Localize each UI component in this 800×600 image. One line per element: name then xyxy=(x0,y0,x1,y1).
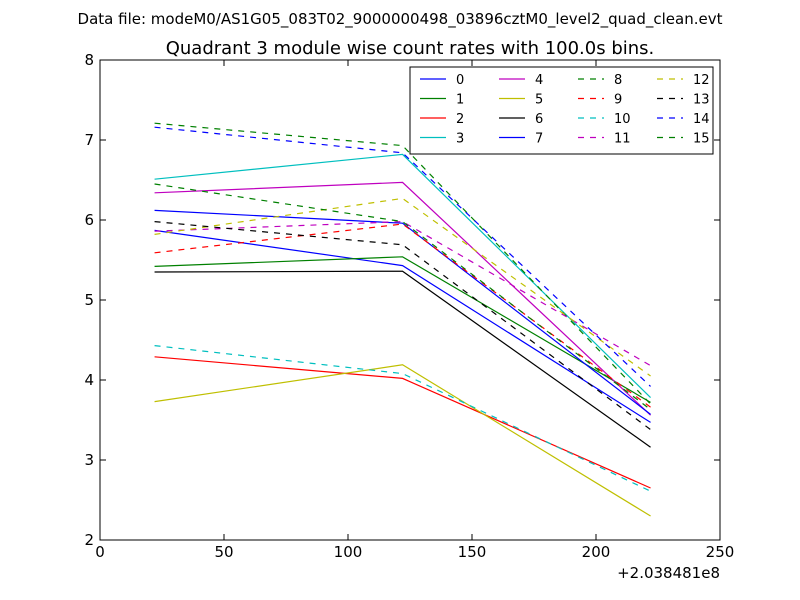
legend-label-0: 0 xyxy=(456,73,464,88)
legend-box xyxy=(409,66,714,155)
series-layer xyxy=(154,122,651,517)
series-line-5 xyxy=(154,364,651,517)
legend-label-6: 6 xyxy=(535,112,543,127)
x-tick-label: 250 xyxy=(706,543,735,561)
y-tick-label: 2 xyxy=(84,531,94,549)
legend-label-15: 15 xyxy=(693,132,710,147)
series-line-7 xyxy=(154,209,651,415)
legend-label-10: 10 xyxy=(614,112,631,127)
legend-label-13: 13 xyxy=(693,93,710,108)
y-tick-label: 3 xyxy=(84,451,94,469)
x-tick-label: 200 xyxy=(582,543,611,561)
y-tick-label: 6 xyxy=(84,211,94,229)
legend-label-14: 14 xyxy=(693,112,710,127)
series-line-3 xyxy=(154,153,651,399)
x-offset-label: +2.038481e8 xyxy=(617,564,720,582)
series-line-15 xyxy=(154,183,651,411)
series-line-6 xyxy=(154,270,651,448)
y-tick-label: 8 xyxy=(84,51,94,69)
legend-label-4: 4 xyxy=(535,73,543,88)
series-line-4 xyxy=(154,181,651,416)
legend-label-12: 12 xyxy=(693,73,710,88)
series-line-1 xyxy=(154,256,651,403)
y-tick-label: 7 xyxy=(84,131,94,149)
legend-label-2: 2 xyxy=(456,112,464,127)
plot-frame xyxy=(99,59,721,541)
legend-label-9: 9 xyxy=(614,93,622,108)
legend-label-11: 11 xyxy=(614,132,631,147)
x-tick-label: 150 xyxy=(458,543,487,561)
legend-label-3: 3 xyxy=(456,132,464,147)
series-line-0 xyxy=(154,229,651,423)
legend-label-1: 1 xyxy=(456,93,464,108)
x-tick-label: 50 xyxy=(214,543,233,561)
y-tick-label: 4 xyxy=(84,371,94,389)
x-tick-label: 100 xyxy=(334,543,363,561)
x-tick-label: 0 xyxy=(95,543,105,561)
y-tick-label: 5 xyxy=(84,291,94,309)
legend-label-5: 5 xyxy=(535,93,543,108)
chart-title: Quadrant 3 module wise count rates with … xyxy=(166,38,655,59)
figure-suptitle: Data file: modeM0/AS1G05_083T02_90000004… xyxy=(78,10,723,29)
legend-label-7: 7 xyxy=(535,132,543,147)
legend-label-8: 8 xyxy=(614,73,622,88)
series-line-10 xyxy=(154,345,651,492)
